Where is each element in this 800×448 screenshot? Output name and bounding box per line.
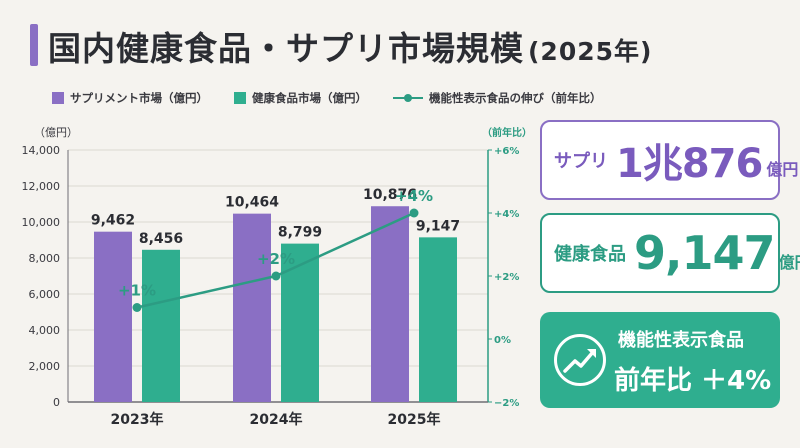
card-health-food: 健康食品 9,147 億円 bbox=[540, 213, 800, 293]
y-tick-label: 8,000 bbox=[29, 252, 61, 265]
card-functional-value: 前年比 ＋4% bbox=[614, 366, 772, 396]
y2-tick-label: +2% bbox=[494, 272, 519, 283]
card-functional-label: 機能性表示食品 bbox=[618, 330, 744, 351]
bar-value-label: 8,456 bbox=[139, 231, 183, 247]
y2-tick-label: 0% bbox=[494, 335, 511, 346]
card-health-food-unit: 億円 bbox=[778, 253, 800, 272]
legend-item-health-food: 健康食品市場（億円） bbox=[234, 90, 367, 106]
legend-swatch-functional bbox=[393, 92, 423, 104]
y-tick-label: 12,000 bbox=[22, 180, 61, 193]
growth-point bbox=[132, 303, 142, 312]
title-accent-bar bbox=[30, 24, 38, 66]
y2-tick-label: +4% bbox=[494, 209, 519, 220]
page-title-text: 国内健康食品・サプリ市場規模 bbox=[48, 29, 524, 68]
growth-point bbox=[271, 271, 281, 281]
legend-label-supplement: サプリメント市場（億円） bbox=[70, 91, 208, 105]
y2-tick-label: −2% bbox=[494, 398, 519, 409]
y-tick-label: 0 bbox=[53, 396, 60, 409]
y-axis-title: （億円） bbox=[34, 126, 78, 139]
y-tick-label: 2,000 bbox=[29, 360, 61, 373]
card-health-food-label: 健康食品 bbox=[554, 244, 626, 265]
bar-value-label: 10,876 bbox=[363, 187, 417, 203]
bar-value-label: 10,464 bbox=[225, 195, 279, 211]
growth-point bbox=[409, 208, 419, 218]
y2-tick-label: +6% bbox=[494, 146, 519, 157]
card-supplement-label: サプリ bbox=[554, 151, 608, 172]
trend-up-icon bbox=[554, 334, 606, 386]
page-title-year: (2025年) bbox=[528, 37, 653, 66]
legend-label-health-food: 健康食品市場（億円） bbox=[252, 91, 367, 105]
bar-health-food bbox=[142, 249, 180, 402]
legend-item-supplement: サプリメント市場（億円） bbox=[52, 90, 208, 106]
legend-swatch-supplement bbox=[52, 92, 64, 104]
page-title: 国内健康食品・サプリ市場規模 (2025年) bbox=[48, 22, 652, 70]
y2-axis-title: （前年比） bbox=[482, 126, 530, 139]
bar-line-chart: 0 2,000 4,000 6,000 8,000 10,000 12,000 14,000 （… bbox=[22, 126, 531, 428]
y-tick-label: 10,000 bbox=[22, 216, 61, 229]
y-tick-label: 14,000 bbox=[22, 144, 61, 157]
bar-value-label: 9,462 bbox=[91, 213, 135, 229]
growth-label: +4% bbox=[395, 187, 433, 205]
growth-label: +1% bbox=[118, 282, 156, 300]
bar-supplement bbox=[371, 206, 409, 402]
legend-item-functional: 機能性表示食品の伸び（前年比） bbox=[393, 90, 602, 106]
y-tick-label: 4,000 bbox=[29, 324, 61, 337]
bar-value-label: 9,147 bbox=[416, 218, 460, 234]
card-functional: 機能性表示食品 前年比 ＋4% bbox=[540, 312, 780, 408]
x-category-label: 2023年 bbox=[111, 411, 164, 428]
growth-label: +2% bbox=[257, 250, 295, 268]
legend-label-functional: 機能性表示食品の伸び（前年比） bbox=[429, 91, 602, 105]
card-health-food-value: 9,147 bbox=[634, 226, 776, 280]
x-category-label: 2025年 bbox=[388, 411, 441, 428]
bar-value-label: 8,799 bbox=[278, 225, 322, 241]
legend-swatch-health-food bbox=[234, 92, 246, 104]
bar-health-food bbox=[419, 237, 457, 402]
bar-supplement bbox=[233, 213, 271, 402]
chart-legend: サプリメント市場（億円） 健康食品市場（億円） 機能性表示食品の伸び（前年比） bbox=[52, 90, 628, 106]
card-supplement-value: 1兆876 bbox=[616, 141, 763, 187]
card-supplement: サプリ 1兆876 億円 bbox=[540, 120, 798, 200]
x-category-label: 2024年 bbox=[250, 411, 303, 428]
bar-supplement bbox=[94, 231, 132, 402]
y-tick-label: 6,000 bbox=[29, 288, 61, 301]
card-supplement-unit: 億円 bbox=[766, 160, 799, 179]
